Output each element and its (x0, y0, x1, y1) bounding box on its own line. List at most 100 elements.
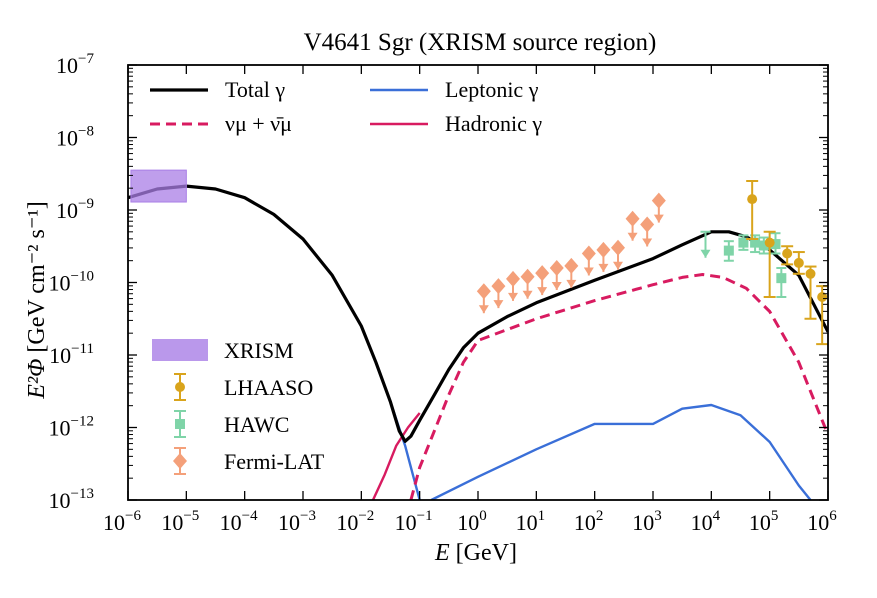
x-tick-base: 10 (278, 510, 300, 535)
x-tick-exp: 3 (654, 508, 662, 524)
model-curves (128, 184, 828, 500)
hawc-ul-0-head (700, 249, 711, 258)
y-tick-base: 10 (56, 126, 78, 151)
fermi-point-0 (476, 283, 491, 300)
fermi-point-9 (611, 239, 625, 256)
fermi-ul-12-head (653, 214, 664, 223)
fermi-ul-3-head (522, 290, 533, 299)
y-tick-label-2: 10−11 (49, 341, 94, 368)
x-tick-base: 10 (516, 510, 538, 535)
legend-label-total: Total γ (225, 77, 285, 102)
fermi-ul-7-head (583, 267, 594, 276)
fermi-point-6 (564, 257, 579, 274)
xrism-box (130, 169, 187, 203)
x-tick-label-1: 10−5 (161, 508, 199, 535)
fermi-ul-8-head (598, 263, 609, 272)
x-tick-base: 10 (632, 510, 654, 535)
x-tick-exp: −1 (417, 508, 433, 524)
hawc-point-3 (750, 237, 761, 248)
legend-marker-fermi (173, 453, 187, 469)
y-tick-exp: −7 (78, 51, 94, 67)
chart-title: V4641 Sgr (XRISM source region) (304, 29, 657, 56)
y-tick-label-1: 10−12 (49, 414, 94, 441)
x-tick-label-12: 106 (807, 508, 837, 535)
fermi-point-4 (535, 265, 550, 282)
x-tick-label-6: 100 (457, 508, 487, 535)
fermi-point-8 (596, 241, 611, 258)
fermi-ul-2-head (508, 292, 518, 301)
fermi-point-10 (625, 210, 640, 227)
y-tick-exp: −9 (78, 196, 94, 212)
x-tick-base: 10 (220, 510, 242, 535)
x-tick-base: 10 (103, 510, 125, 535)
y-tick-exp: −13 (71, 486, 94, 502)
x-tick-base: 10 (749, 510, 771, 535)
hawc-point-6 (776, 273, 787, 284)
y-tick-base: 10 (49, 343, 71, 368)
fermi-point-12 (651, 192, 666, 209)
x-tick-exp: 2 (596, 508, 604, 524)
x-tick-exp: 5 (771, 508, 779, 524)
legend-label-lhaaso: LHAASO (224, 375, 313, 400)
x-tick-exp: 4 (713, 508, 721, 524)
legend-marker-xrism (152, 339, 208, 361)
observational-data (130, 169, 828, 346)
x-tick-label-11: 105 (749, 508, 779, 535)
y-tick-label-6: 10−7 (56, 51, 94, 78)
legend: Total γ νμ + ν̄μ Leptonic γ Hadronic γ XRISM… (150, 77, 542, 475)
y-tick-base: 10 (49, 271, 71, 296)
y-tick-exp: −8 (78, 124, 94, 140)
x-tick-exp: −3 (300, 508, 316, 524)
y-tick-base: 10 (49, 488, 71, 513)
fermi-point-5 (549, 260, 564, 276)
lhaaso-point-0 (747, 194, 758, 205)
x-tick-base: 10 (574, 510, 596, 535)
x-tick-base: 10 (457, 510, 479, 535)
curve-had-0 (371, 412, 421, 500)
legend-label-fermi: Fermi-LAT (224, 449, 325, 474)
lhaaso-point-5 (817, 292, 828, 302)
lhaaso-point-2 (782, 248, 793, 259)
x-tick-exp: −2 (358, 508, 374, 524)
y-tick-base: 10 (56, 198, 78, 223)
x-tick-label-3: 10−3 (278, 508, 316, 535)
lhaaso-point-4 (805, 268, 816, 279)
x-tick-base: 10 (691, 510, 713, 535)
x-tick-exp: 1 (538, 508, 546, 524)
fermi-ul-11-head (642, 238, 653, 247)
hawc-point-4 (758, 240, 769, 251)
fermi-ul-10-head (627, 232, 638, 241)
fermi-ul-6-head (566, 279, 577, 288)
fermi-ul-9-head (613, 261, 623, 270)
y-tick-base: 10 (49, 416, 71, 441)
y-axis-label: E²Φ [GeV cm⁻² s⁻¹] (24, 201, 50, 399)
curve-nu-0 (409, 273, 828, 500)
x-tick-base: 10 (336, 510, 358, 535)
legend-label-hawc: HAWC (224, 412, 289, 437)
lhaaso-point-3 (793, 257, 804, 268)
y-tick-exp: −11 (71, 341, 94, 357)
hawc-point-1 (723, 245, 734, 256)
legend-label-nu: νμ + ν̄μ (225, 111, 292, 136)
x-tick-exp: −5 (183, 508, 199, 524)
x-tick-exp: −4 (242, 508, 258, 524)
x-tick-label-2: 10−4 (220, 508, 258, 535)
fermi-point-2 (506, 270, 520, 287)
x-tick-exp: −6 (125, 508, 141, 524)
x-axis-label: E [GeV] (434, 540, 517, 566)
x-tick-label-10: 104 (691, 508, 721, 535)
x-tick-label-4: 10−2 (336, 508, 374, 535)
hawc-point-2 (738, 237, 749, 248)
fermi-ul-0-head (478, 305, 489, 314)
y-tick-label-3: 10−10 (49, 269, 94, 296)
legend-label-xrism: XRISM (224, 338, 294, 363)
fermi-point-11 (640, 216, 655, 233)
axes: 10−6 10−5 10−4 10−3 10−2 10−1 100 101 102 103 104 1… (49, 51, 838, 535)
curve-total-0 (128, 184, 828, 443)
x-tick-base: 10 (807, 510, 829, 535)
x-tick-label-9: 103 (632, 508, 662, 535)
x-tick-base: 10 (395, 510, 417, 535)
fermi-ul-4-head (537, 287, 548, 296)
x-tick-label-5: 10−1 (395, 508, 433, 535)
